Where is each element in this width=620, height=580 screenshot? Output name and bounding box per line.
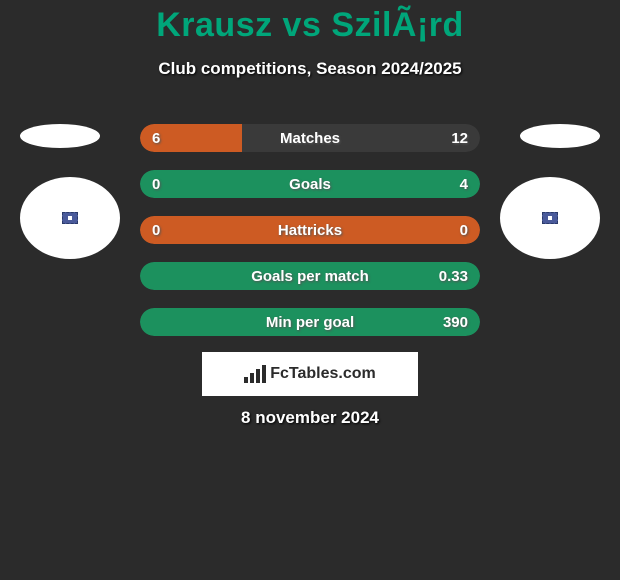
page-title: Krausz vs SzilÃ¡rd bbox=[0, 6, 620, 45]
left-club-badge-icon bbox=[62, 212, 78, 224]
stat-row-gpm: Goals per match 0.33 bbox=[140, 262, 480, 290]
stat-label: Goals per match bbox=[140, 268, 480, 285]
footer-brand-text: FcTables.com bbox=[270, 365, 376, 383]
stat-right-value: 0 bbox=[460, 222, 468, 239]
stat-row-goals: 0 Goals 4 bbox=[140, 170, 480, 198]
stat-right-value: 12 bbox=[451, 130, 468, 147]
stat-label: Goals bbox=[140, 176, 480, 193]
right-club-badge-icon bbox=[542, 212, 558, 224]
page-subtitle: Club competitions, Season 2024/2025 bbox=[0, 59, 620, 79]
stat-label: Hattricks bbox=[140, 222, 480, 239]
stat-row-hattricks: 0 Hattricks 0 bbox=[140, 216, 480, 244]
stat-row-mpg: Min per goal 390 bbox=[140, 308, 480, 336]
bar-chart-icon bbox=[244, 365, 266, 383]
footer-brand-box: FcTables.com bbox=[202, 352, 418, 396]
right-club-circle bbox=[500, 177, 600, 259]
stat-label: Matches bbox=[140, 130, 480, 147]
stat-right-value: 0.33 bbox=[439, 268, 468, 285]
stat-label: Min per goal bbox=[140, 314, 480, 331]
header: Krausz vs SzilÃ¡rd Club competitions, Se… bbox=[0, 0, 620, 79]
stat-right-value: 390 bbox=[443, 314, 468, 331]
stat-row-matches: 6 Matches 12 bbox=[140, 124, 480, 152]
footer-date: 8 november 2024 bbox=[0, 408, 620, 428]
left-club-circle bbox=[20, 177, 120, 259]
left-player-oval bbox=[20, 124, 100, 148]
stat-right-value: 4 bbox=[460, 176, 468, 193]
right-player-oval bbox=[520, 124, 600, 148]
stats-container: 6 Matches 12 0 Goals 4 0 Hattricks 0 Goa… bbox=[140, 124, 480, 354]
